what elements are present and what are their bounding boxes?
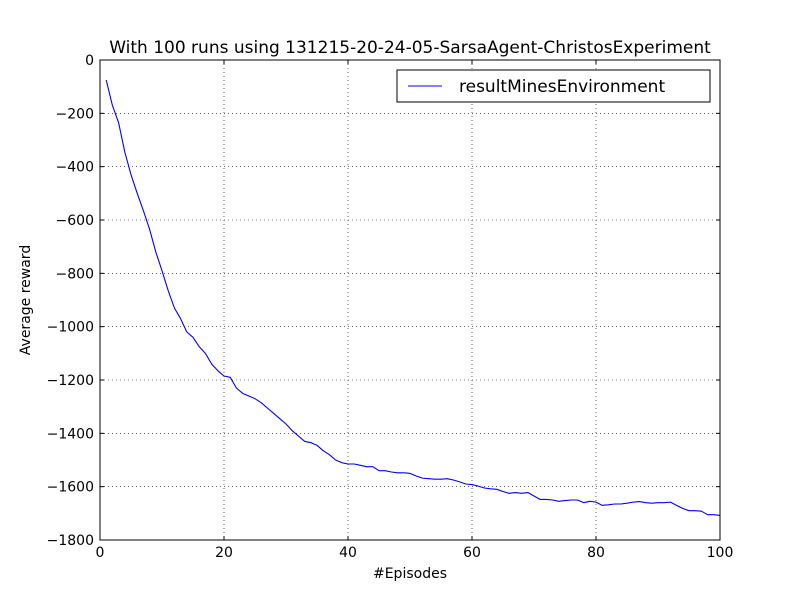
legend-box — [396, 69, 711, 103]
y-tick-label: −1200 — [47, 373, 94, 389]
y-tick-label: −1600 — [47, 480, 94, 496]
y-tick-label: −400 — [56, 160, 94, 176]
y-tick-label: −600 — [56, 213, 94, 229]
x-tick-label: 0 — [96, 545, 105, 561]
x-axis-label: #Episodes — [373, 566, 447, 582]
x-tick-label: 80 — [587, 545, 605, 561]
y-axis-label: Average reward — [18, 245, 34, 355]
y-tick-label: −800 — [56, 266, 94, 282]
y-tick-label: −200 — [56, 106, 94, 122]
y-tick-label: −1400 — [47, 426, 94, 442]
x-tick-label: 40 — [339, 545, 357, 561]
grid — [100, 60, 720, 540]
series-layer — [105, 79, 721, 517]
y-tick-label: 0 — [85, 53, 94, 69]
x-tick-label: 100 — [707, 545, 734, 561]
plot-frame — [99, 59, 721, 541]
legend-label: resultMinesEnvironment — [459, 77, 665, 97]
axis-ticks: 0 20 40 60 80 100 0 −200 −400 −600 −800 −1000 −1200 −… — [47, 53, 734, 561]
y-tick-label: −1000 — [47, 320, 94, 336]
chart-title: With 100 runs using 131215-20-24-05-Sars… — [109, 38, 711, 58]
x-tick-label: 20 — [215, 545, 233, 561]
legend: resultMinesEnvironment — [396, 69, 711, 103]
x-tick-label: 60 — [463, 545, 481, 561]
y-tick-label: −1800 — [47, 533, 94, 549]
series-line-0 — [105, 79, 721, 517]
